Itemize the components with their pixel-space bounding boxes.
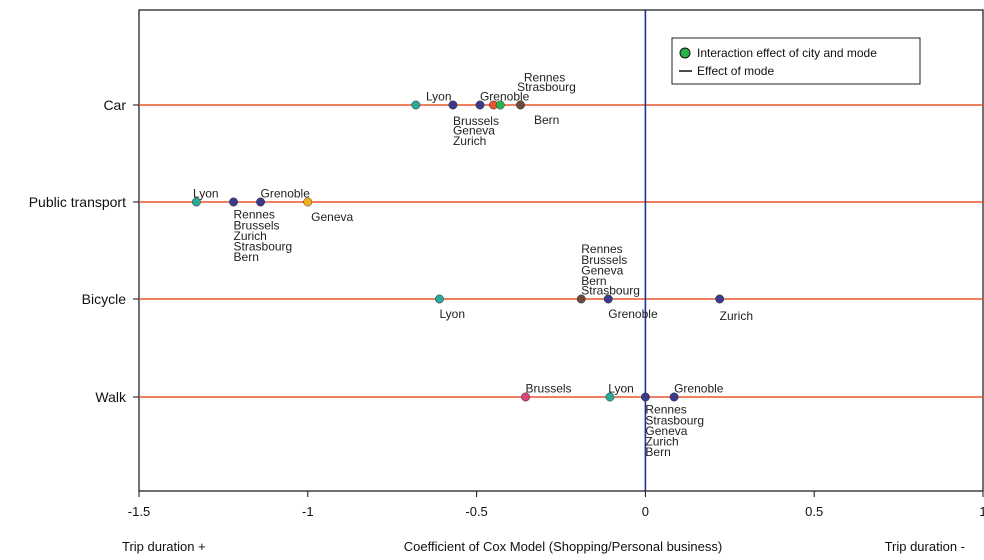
city-label: Strasbourg <box>645 413 704 427</box>
data-point <box>303 197 313 207</box>
data-point <box>640 392 650 402</box>
data-point <box>229 197 238 207</box>
data-point <box>521 392 531 402</box>
city-label: Geneva <box>645 424 687 438</box>
x-axis-caption-right: Trip duration - <box>885 539 965 554</box>
data-point <box>603 294 613 304</box>
city-label: Zurich <box>720 309 753 323</box>
data-point <box>495 100 505 110</box>
city-label: Bern <box>234 250 259 264</box>
city-label: Brussels <box>453 114 499 128</box>
city-label: Zurich <box>645 435 678 449</box>
plot-area: Car Public transport Bicycle Walk -1.5 -1 -0.5… <box>29 9 984 519</box>
data-point <box>669 392 679 402</box>
city-label: Rennes <box>581 242 622 256</box>
data-point <box>516 100 525 110</box>
city-label: Bern <box>534 113 559 127</box>
y-tick-label: Car <box>103 97 126 113</box>
legend-entry-interaction: Interaction effect of city and mode <box>697 46 877 60</box>
y-tick-label: Walk <box>95 389 127 405</box>
x-axis-caption-left: Trip duration + <box>122 539 206 554</box>
data-point <box>191 197 201 207</box>
city-label: Brussels <box>526 382 572 396</box>
data-point <box>256 197 265 207</box>
city-label: Brussels <box>581 253 627 267</box>
city-label: Grenoble <box>480 90 530 104</box>
data-point <box>435 294 444 304</box>
legend-dot-icon <box>679 47 691 59</box>
city-label: Lyon <box>426 90 452 104</box>
city-label: Strasbourg <box>234 240 293 254</box>
x-tick-label: 1 <box>979 504 984 519</box>
x-tick-label: -1 <box>302 504 314 519</box>
legend-entry-mode: Effect of mode <box>697 64 774 78</box>
city-label: Strasbourg <box>581 284 640 298</box>
city-label: Geneva <box>311 210 353 224</box>
data-point <box>475 100 485 110</box>
city-label: Lyon <box>439 307 465 321</box>
city-label: Grenoble <box>261 187 311 201</box>
city-label: Strasbourg <box>517 80 576 94</box>
x-tick-label: -0.5 <box>465 504 487 519</box>
city-label: Bern <box>581 274 606 288</box>
y-tick-label: Bicycle <box>82 291 127 307</box>
data-point <box>411 100 421 110</box>
x-tick-label: 0 <box>642 504 649 519</box>
city-label: Bern <box>645 445 670 459</box>
city-label: Rennes <box>234 208 275 222</box>
city-label: Rennes <box>645 403 686 417</box>
data-point <box>576 294 586 304</box>
legend-box <box>671 37 921 85</box>
city-label: Lyon <box>193 187 219 201</box>
legend: Interaction effect of city and mode Effe… <box>671 37 921 85</box>
city-label: Zurich <box>234 229 267 243</box>
x-tick-label: 0.5 <box>805 504 823 519</box>
plot-frame <box>138 9 984 492</box>
x-axis-title: Coefficient of Cox Model (Shopping/Perso… <box>404 539 722 554</box>
city-label: Geneva <box>453 123 495 137</box>
x-tick-label: -1.5 <box>128 504 150 519</box>
city-label: Grenoble <box>608 307 658 321</box>
city-label: Zurich <box>453 134 486 148</box>
city-label: Rennes <box>524 70 565 84</box>
data-point <box>448 100 458 110</box>
city-label: Grenoble <box>674 382 724 396</box>
city-label: Brussels <box>234 218 280 232</box>
data-point <box>715 294 725 304</box>
y-tick-label: Public transport <box>29 194 126 210</box>
data-point <box>605 392 615 402</box>
city-label: Geneva <box>581 263 623 277</box>
city-label: Lyon <box>608 382 634 396</box>
